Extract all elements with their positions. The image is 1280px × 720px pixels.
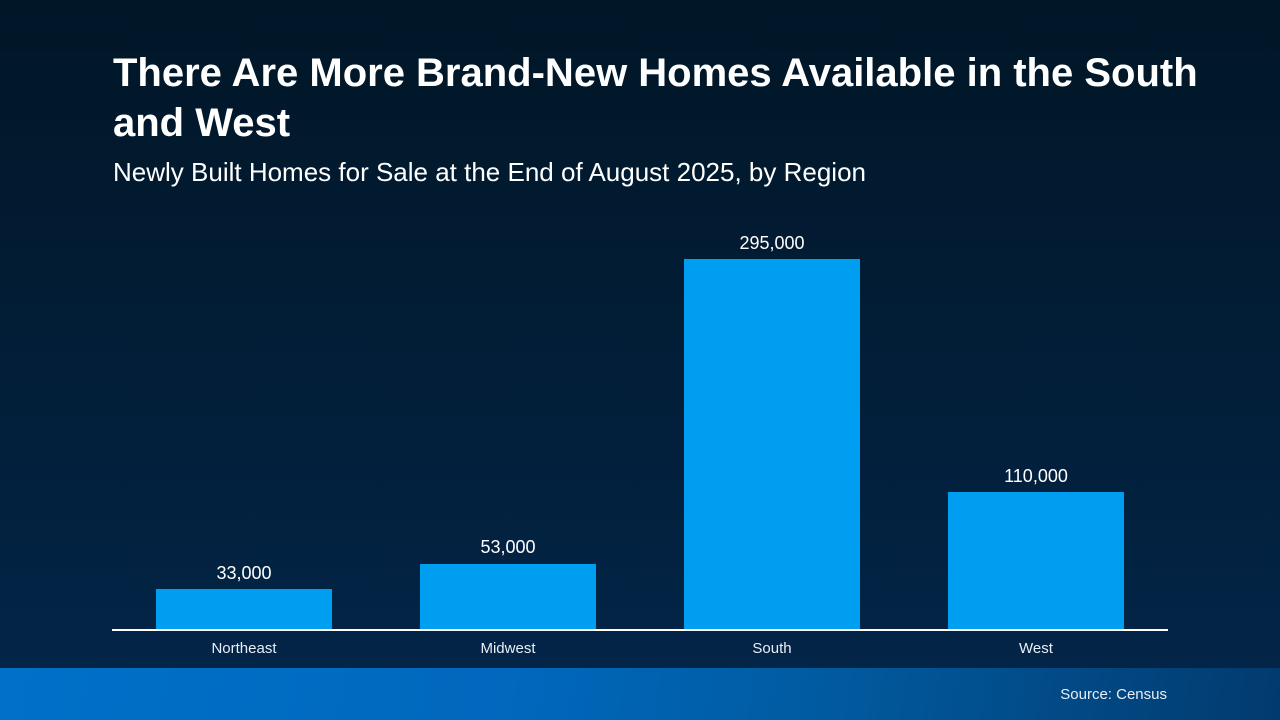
chart-title: There Are More Brand-New Homes Available… [113,51,1198,145]
category-label-northeast: Northeast [211,640,277,657]
value-label-south: 295,000 [739,233,805,253]
value-label-northeast: 33,000 [216,563,272,583]
category-label-south: South [752,640,792,657]
value-label-midwest: 53,000 [480,537,536,557]
category-label-west: West [1019,640,1053,657]
footer-bar: Source: Census [0,668,1280,720]
x-axis-line [112,629,1168,631]
bar-midwest [420,564,596,630]
bar-west [948,492,1124,630]
source-label: Source: Census [1060,686,1167,703]
value-label-west: 110,000 [1004,466,1068,486]
bar-northeast [156,589,332,630]
bar-chart: 33,000 Northeast 53,000 Midwest 295,000 … [112,220,1168,670]
category-label-midwest: Midwest [480,640,536,657]
chart-subtitle: Newly Built Homes for Sale at the End of… [113,157,866,187]
bar-south [684,259,860,630]
